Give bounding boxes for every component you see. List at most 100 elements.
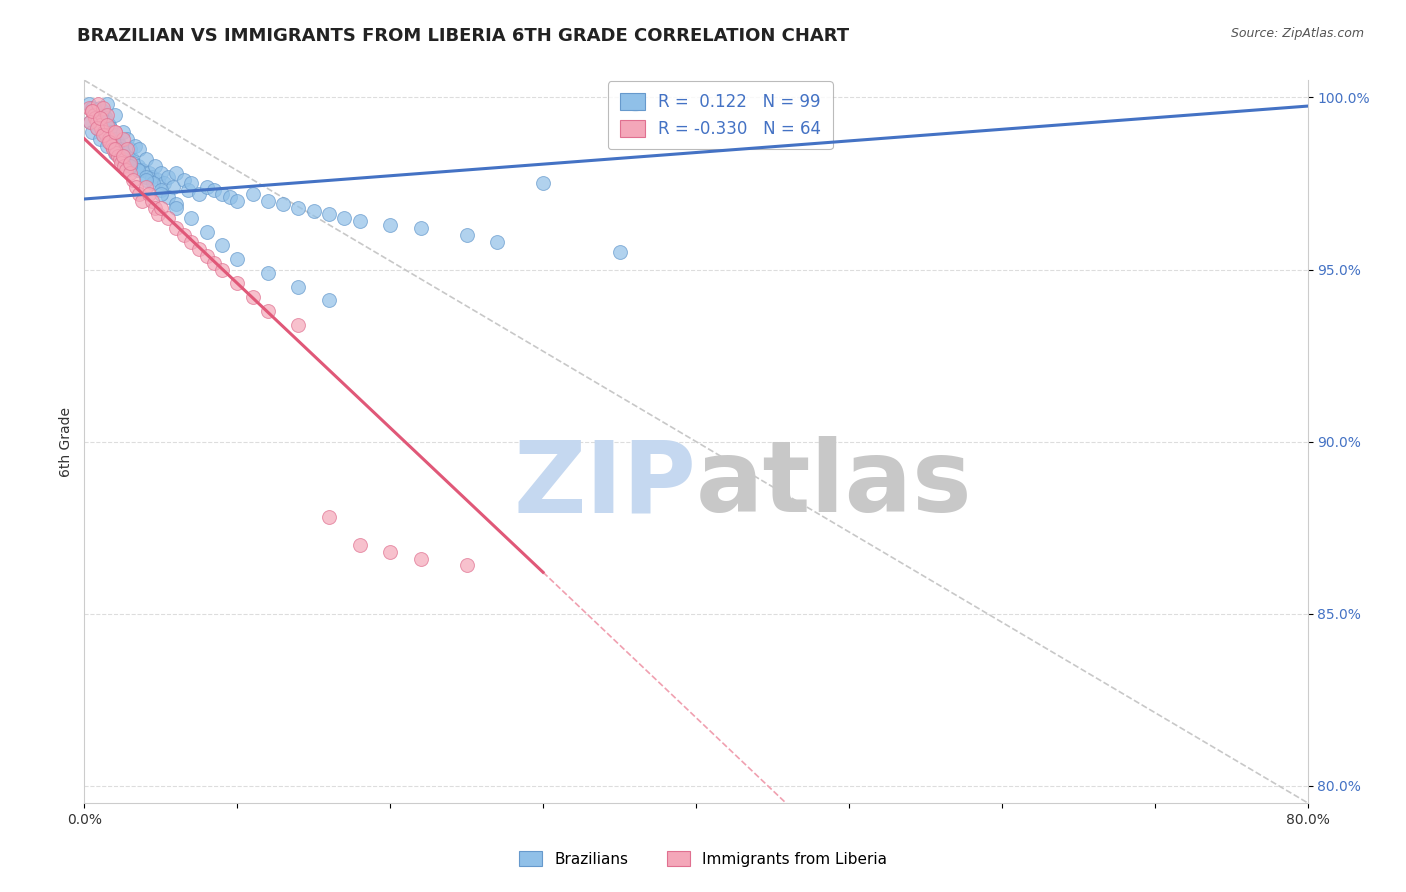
Point bbox=[96, 97, 118, 112]
Point bbox=[180, 235, 202, 249]
Point bbox=[87, 97, 110, 112]
Point bbox=[135, 173, 157, 187]
Point bbox=[149, 183, 172, 197]
Point bbox=[226, 252, 249, 267]
Point bbox=[79, 114, 101, 128]
Point bbox=[456, 228, 478, 243]
Point bbox=[141, 194, 163, 208]
Point bbox=[257, 266, 280, 280]
Point bbox=[135, 169, 157, 184]
Point bbox=[127, 159, 149, 173]
Point bbox=[89, 111, 111, 125]
Point bbox=[165, 221, 187, 235]
Point bbox=[180, 211, 202, 225]
Point bbox=[115, 132, 138, 146]
Point bbox=[111, 125, 134, 139]
Point bbox=[149, 186, 172, 201]
Point bbox=[333, 211, 356, 225]
Point bbox=[211, 262, 233, 277]
Point bbox=[120, 156, 142, 170]
Point bbox=[242, 186, 264, 201]
Point bbox=[141, 169, 163, 184]
Point bbox=[380, 544, 402, 558]
Point bbox=[195, 225, 218, 239]
Point bbox=[94, 111, 117, 125]
Point bbox=[380, 218, 402, 232]
Point bbox=[83, 108, 105, 122]
Point bbox=[157, 211, 180, 225]
Point bbox=[89, 114, 111, 128]
Text: BRAZILIAN VS IMMIGRANTS FROM LIBERIA 6TH GRADE CORRELATION CHART: BRAZILIAN VS IMMIGRANTS FROM LIBERIA 6TH… bbox=[77, 27, 849, 45]
Point bbox=[115, 142, 138, 156]
Point bbox=[162, 180, 184, 194]
Point bbox=[287, 279, 309, 293]
Point bbox=[91, 128, 114, 143]
Point bbox=[456, 558, 478, 573]
Point bbox=[409, 221, 432, 235]
Point bbox=[107, 135, 129, 149]
Point bbox=[157, 190, 180, 204]
Point bbox=[180, 177, 202, 191]
Point bbox=[87, 111, 110, 125]
Point bbox=[271, 197, 294, 211]
Point bbox=[84, 108, 107, 122]
Point bbox=[486, 235, 509, 249]
Point bbox=[112, 145, 135, 160]
Point bbox=[226, 277, 249, 291]
Point bbox=[135, 180, 157, 194]
Point bbox=[86, 114, 108, 128]
Point bbox=[96, 108, 118, 122]
Point bbox=[89, 132, 111, 146]
Point bbox=[120, 156, 142, 170]
Point bbox=[86, 121, 108, 136]
Point bbox=[97, 135, 120, 149]
Point bbox=[318, 207, 340, 221]
Text: Source: ZipAtlas.com: Source: ZipAtlas.com bbox=[1230, 27, 1364, 40]
Point bbox=[211, 238, 233, 252]
Point bbox=[101, 138, 124, 153]
Point bbox=[143, 159, 166, 173]
Point bbox=[257, 303, 280, 318]
Point bbox=[90, 121, 112, 136]
Point bbox=[80, 125, 103, 139]
Point bbox=[114, 149, 136, 163]
Point bbox=[97, 118, 120, 132]
Point bbox=[111, 153, 134, 167]
Point bbox=[104, 128, 127, 143]
Point bbox=[349, 538, 371, 552]
Point bbox=[138, 186, 160, 201]
Point bbox=[80, 101, 103, 115]
Point bbox=[104, 142, 127, 156]
Point bbox=[173, 228, 195, 243]
Point bbox=[104, 108, 127, 122]
Point bbox=[195, 249, 218, 263]
Point bbox=[142, 177, 165, 191]
Point bbox=[188, 186, 211, 201]
Point bbox=[91, 128, 114, 143]
Point bbox=[131, 194, 153, 208]
Point bbox=[93, 108, 115, 122]
Point bbox=[77, 97, 100, 112]
Point bbox=[91, 104, 114, 119]
Point bbox=[146, 173, 169, 187]
Point bbox=[111, 149, 134, 163]
Point bbox=[287, 318, 309, 332]
Point bbox=[165, 166, 187, 180]
Point bbox=[103, 142, 125, 156]
Point bbox=[77, 101, 100, 115]
Point bbox=[318, 293, 340, 308]
Point bbox=[105, 132, 128, 146]
Point bbox=[195, 180, 218, 194]
Point bbox=[107, 149, 129, 163]
Point bbox=[226, 194, 249, 208]
Point bbox=[257, 194, 280, 208]
Legend: R =  0.122   N = 99, R = -0.330   N = 64: R = 0.122 N = 99, R = -0.330 N = 64 bbox=[609, 81, 832, 149]
Point bbox=[202, 255, 225, 269]
Point bbox=[302, 204, 325, 219]
Point bbox=[128, 186, 150, 201]
Point bbox=[86, 121, 108, 136]
Point bbox=[287, 201, 309, 215]
Point bbox=[318, 510, 340, 524]
Point bbox=[122, 173, 145, 187]
Point bbox=[122, 156, 145, 170]
